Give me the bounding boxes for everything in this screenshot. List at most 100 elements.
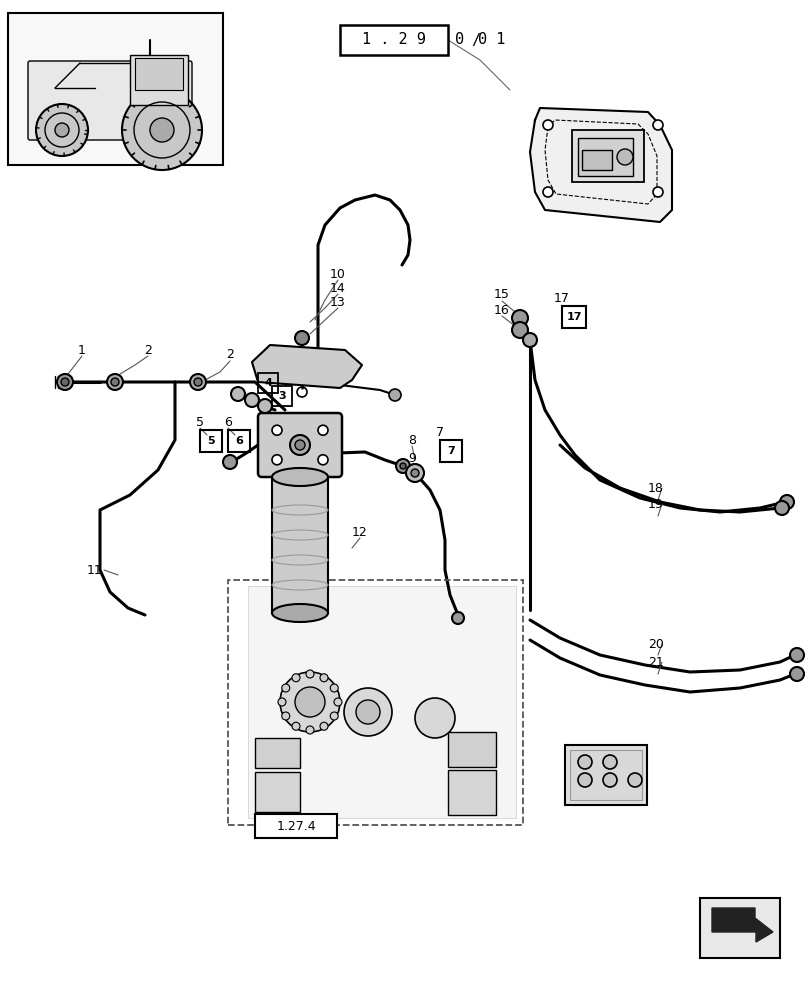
Text: 13: 13 bbox=[330, 296, 346, 308]
Circle shape bbox=[330, 712, 339, 720]
Circle shape bbox=[292, 722, 300, 730]
Bar bbox=[228, 430, 250, 452]
Bar bbox=[228, 580, 523, 825]
Circle shape bbox=[111, 378, 119, 386]
Bar bbox=[440, 440, 462, 462]
Bar bbox=[700, 898, 780, 958]
Ellipse shape bbox=[272, 468, 328, 486]
Bar bbox=[570, 750, 642, 800]
Circle shape bbox=[318, 455, 328, 465]
Text: 14: 14 bbox=[330, 282, 346, 294]
Circle shape bbox=[790, 667, 804, 681]
Circle shape bbox=[415, 698, 455, 738]
Bar bbox=[340, 25, 448, 55]
Bar bbox=[248, 586, 516, 818]
Circle shape bbox=[36, 104, 88, 156]
Circle shape bbox=[320, 674, 328, 682]
Circle shape bbox=[122, 90, 202, 170]
Text: 17: 17 bbox=[566, 312, 582, 322]
Circle shape bbox=[389, 389, 401, 401]
Circle shape bbox=[334, 698, 342, 706]
Circle shape bbox=[653, 120, 663, 130]
FancyBboxPatch shape bbox=[258, 413, 342, 477]
Circle shape bbox=[272, 455, 282, 465]
Circle shape bbox=[512, 322, 528, 338]
Text: 11: 11 bbox=[86, 564, 102, 576]
Bar bbox=[272, 386, 292, 406]
Polygon shape bbox=[712, 908, 773, 942]
Text: 10: 10 bbox=[330, 267, 346, 280]
Text: 21: 21 bbox=[648, 656, 663, 668]
Circle shape bbox=[775, 501, 789, 515]
Circle shape bbox=[603, 755, 617, 769]
Text: 4: 4 bbox=[264, 378, 272, 388]
Bar bbox=[578, 138, 633, 176]
Text: 15: 15 bbox=[494, 288, 510, 302]
Polygon shape bbox=[252, 345, 362, 388]
Circle shape bbox=[628, 773, 642, 787]
Circle shape bbox=[578, 755, 592, 769]
Bar bbox=[448, 732, 496, 767]
Circle shape bbox=[245, 393, 259, 407]
Circle shape bbox=[330, 684, 339, 692]
Circle shape bbox=[282, 684, 290, 692]
Bar bbox=[130, 55, 188, 105]
Circle shape bbox=[411, 469, 419, 477]
Circle shape bbox=[295, 440, 305, 450]
Bar bbox=[582, 150, 612, 170]
Circle shape bbox=[780, 495, 794, 509]
Text: 9: 9 bbox=[408, 452, 416, 464]
Text: 6: 6 bbox=[224, 416, 232, 428]
Text: 8: 8 bbox=[408, 434, 416, 446]
Circle shape bbox=[190, 374, 206, 390]
Text: 0: 0 bbox=[456, 32, 465, 47]
Bar bbox=[572, 130, 644, 182]
Circle shape bbox=[344, 688, 392, 736]
Text: 16: 16 bbox=[494, 304, 510, 316]
Bar bbox=[255, 814, 337, 838]
Circle shape bbox=[280, 672, 340, 732]
Circle shape bbox=[295, 331, 309, 345]
Circle shape bbox=[543, 120, 553, 130]
Bar bbox=[135, 58, 183, 90]
Polygon shape bbox=[530, 108, 672, 222]
Bar bbox=[448, 770, 496, 815]
Circle shape bbox=[282, 712, 290, 720]
Text: 19: 19 bbox=[648, 497, 663, 510]
Circle shape bbox=[55, 123, 69, 137]
Text: 5: 5 bbox=[196, 416, 204, 428]
Circle shape bbox=[231, 387, 245, 401]
Text: 7: 7 bbox=[436, 426, 444, 438]
Circle shape bbox=[320, 722, 328, 730]
Circle shape bbox=[318, 425, 328, 435]
Circle shape bbox=[306, 726, 314, 734]
Circle shape bbox=[150, 118, 174, 142]
Text: 1 . 2 9: 1 . 2 9 bbox=[362, 32, 426, 47]
Bar bbox=[200, 430, 222, 452]
Text: 17: 17 bbox=[554, 292, 570, 304]
Circle shape bbox=[603, 773, 617, 787]
Text: 5: 5 bbox=[207, 436, 215, 446]
Circle shape bbox=[578, 773, 592, 787]
Ellipse shape bbox=[272, 604, 328, 622]
Circle shape bbox=[452, 612, 464, 624]
Circle shape bbox=[223, 455, 237, 469]
Bar bbox=[8, 13, 223, 165]
Circle shape bbox=[617, 149, 633, 165]
Circle shape bbox=[278, 698, 286, 706]
Text: 1: 1 bbox=[78, 344, 86, 357]
Text: 2: 2 bbox=[144, 344, 152, 357]
Text: 6: 6 bbox=[235, 436, 243, 446]
Circle shape bbox=[194, 378, 202, 386]
Circle shape bbox=[400, 463, 406, 469]
Circle shape bbox=[406, 464, 424, 482]
Bar bbox=[272, 477, 328, 613]
Circle shape bbox=[61, 378, 69, 386]
Circle shape bbox=[295, 687, 325, 717]
Circle shape bbox=[356, 700, 380, 724]
Circle shape bbox=[272, 425, 282, 435]
Text: 20: 20 bbox=[648, 638, 664, 650]
Text: 0 1: 0 1 bbox=[478, 32, 506, 47]
Circle shape bbox=[790, 648, 804, 662]
Circle shape bbox=[523, 333, 537, 347]
